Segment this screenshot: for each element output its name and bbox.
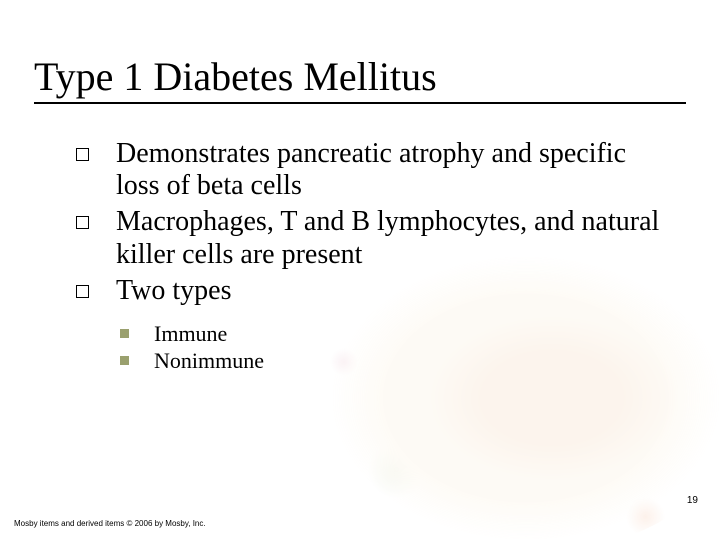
bullet-list: Demonstrates pancreatic atrophy and spec… <box>76 138 660 374</box>
list-item: Two types Immune Nonimmune <box>76 275 660 374</box>
body-block: Demonstrates pancreatic atrophy and spec… <box>0 108 720 374</box>
list-item-text: Nonimmune <box>154 348 264 373</box>
list-item-text: Demonstrates pancreatic atrophy and spec… <box>116 138 626 201</box>
list-item-text: Immune <box>154 321 227 346</box>
list-item: Immune <box>120 321 660 346</box>
list-item: Macrophages, T and B lymphocytes, and na… <box>76 206 660 270</box>
slide: Type 1 Diabetes Mellitus Demonstrates pa… <box>0 0 720 540</box>
slide-title: Type 1 Diabetes Mellitus <box>34 56 686 98</box>
page-number: 19 <box>687 495 698 506</box>
sub-bullet-list: Immune Nonimmune <box>120 321 660 374</box>
list-item-text: Two types <box>116 275 231 306</box>
title-underline <box>34 102 686 104</box>
list-item: Nonimmune <box>120 348 660 373</box>
title-block: Type 1 Diabetes Mellitus <box>0 0 720 108</box>
list-item-text: Macrophages, T and B lymphocytes, and na… <box>116 206 659 269</box>
list-item: Demonstrates pancreatic atrophy and spec… <box>76 138 660 202</box>
copyright-footer: Mosby items and derived items © 2006 by … <box>14 519 206 528</box>
